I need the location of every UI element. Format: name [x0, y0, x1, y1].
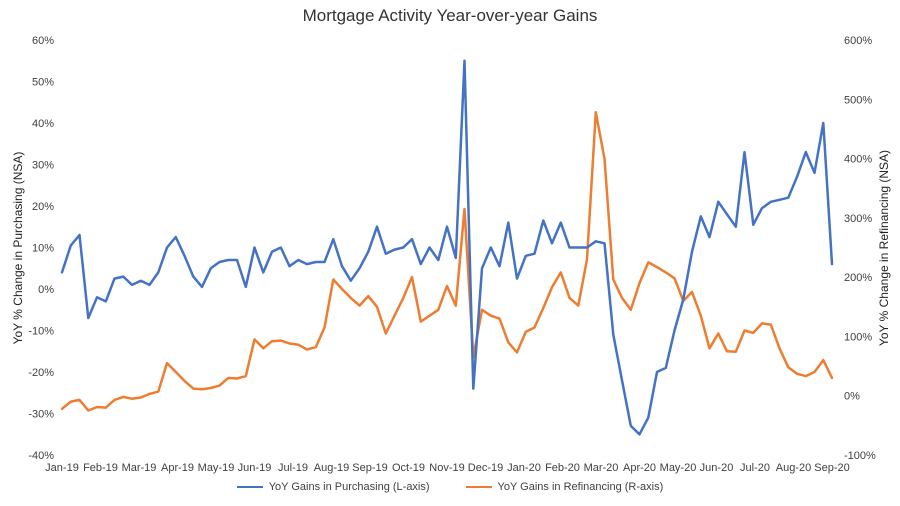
y-right-tick-label: 200%	[844, 272, 872, 284]
x-tick-label: Jul-19	[278, 462, 308, 474]
x-tick-label: May-20	[660, 462, 697, 474]
series-line-purchasing	[60, 59, 834, 436]
x-tick-label: Feb-19	[83, 462, 118, 474]
chart-title: Mortgage Activity Year-over-year Gains	[302, 6, 598, 25]
y-right-tick-label: 400%	[844, 154, 872, 166]
x-tick-label: Jan-19	[45, 462, 79, 474]
x-tick-label: Mar-19	[122, 462, 157, 474]
y-left-tick-label: -20%	[28, 367, 54, 379]
x-tick-label: Oct-19	[392, 462, 425, 474]
right-axis-label: YoY % Change in Refinancing (NSA)	[877, 150, 891, 346]
legend-item-refinancing: YoY Gains in Refinancing (R-axis)	[465, 481, 664, 493]
y-right-tick-label: 300%	[844, 213, 872, 225]
x-tick-label: Jan-20	[507, 462, 541, 474]
x-tick-label: Dec-19	[468, 462, 503, 474]
legend-item-purchasing: YoY Gains in Purchasing (L-axis)	[236, 481, 430, 493]
y-left-tick-label: 30%	[32, 160, 54, 172]
y-left-tick-label: 10%	[32, 243, 54, 255]
y-right-tick-label: 600%	[844, 35, 872, 47]
x-tick-label: Nov-19	[429, 462, 464, 474]
x-tick-label: Jul-20	[740, 462, 770, 474]
x-tick-label: Jun-19	[238, 462, 272, 474]
y-left-tick-label: 40%	[32, 118, 54, 130]
y-left-tick-label: 0%	[38, 284, 54, 296]
x-tick-label: Aug-20	[776, 462, 811, 474]
legend-label-refinancing: YoY Gains in Refinancing (R-axis)	[497, 481, 664, 493]
x-tick-label: Sep-20	[814, 462, 849, 474]
left-axis-label: YoY % Change in Purchasing (NSA)	[11, 152, 25, 345]
legend: YoY Gains in Purchasing (L-axis) YoY Gai…	[0, 481, 900, 493]
y-left-tick-label: 60%	[32, 35, 54, 47]
series-line-refinancing	[60, 111, 834, 412]
y-right-tick-label: 100%	[844, 331, 872, 343]
x-tick-label: Jun-20	[700, 462, 734, 474]
y-right-tick-label: -100%	[844, 450, 876, 462]
y-left-tick-label: 20%	[32, 201, 54, 213]
x-tick-label: Aug-19	[314, 462, 349, 474]
y-left-tick-label: -30%	[28, 409, 54, 421]
x-tick-label: Apr-19	[161, 462, 194, 474]
y-left-tick-label: -40%	[28, 450, 54, 462]
x-tick-label: Mar-20	[584, 462, 619, 474]
y-right-tick-label: 500%	[844, 94, 872, 106]
x-tick-label: Apr-20	[623, 462, 656, 474]
y-left-tick-label: 50%	[32, 77, 54, 89]
legend-label-purchasing: YoY Gains in Purchasing (L-axis)	[268, 481, 430, 493]
x-tick-label: May-19	[198, 462, 235, 474]
y-right-tick-label: 0%	[844, 391, 860, 403]
legend-swatch-refinancing	[465, 486, 492, 488]
legend-swatch-purchasing	[236, 486, 263, 488]
y-left-tick-label: -10%	[28, 326, 54, 338]
x-tick-label: Feb-20	[545, 462, 580, 474]
x-tick-label: Sep-19	[352, 462, 387, 474]
